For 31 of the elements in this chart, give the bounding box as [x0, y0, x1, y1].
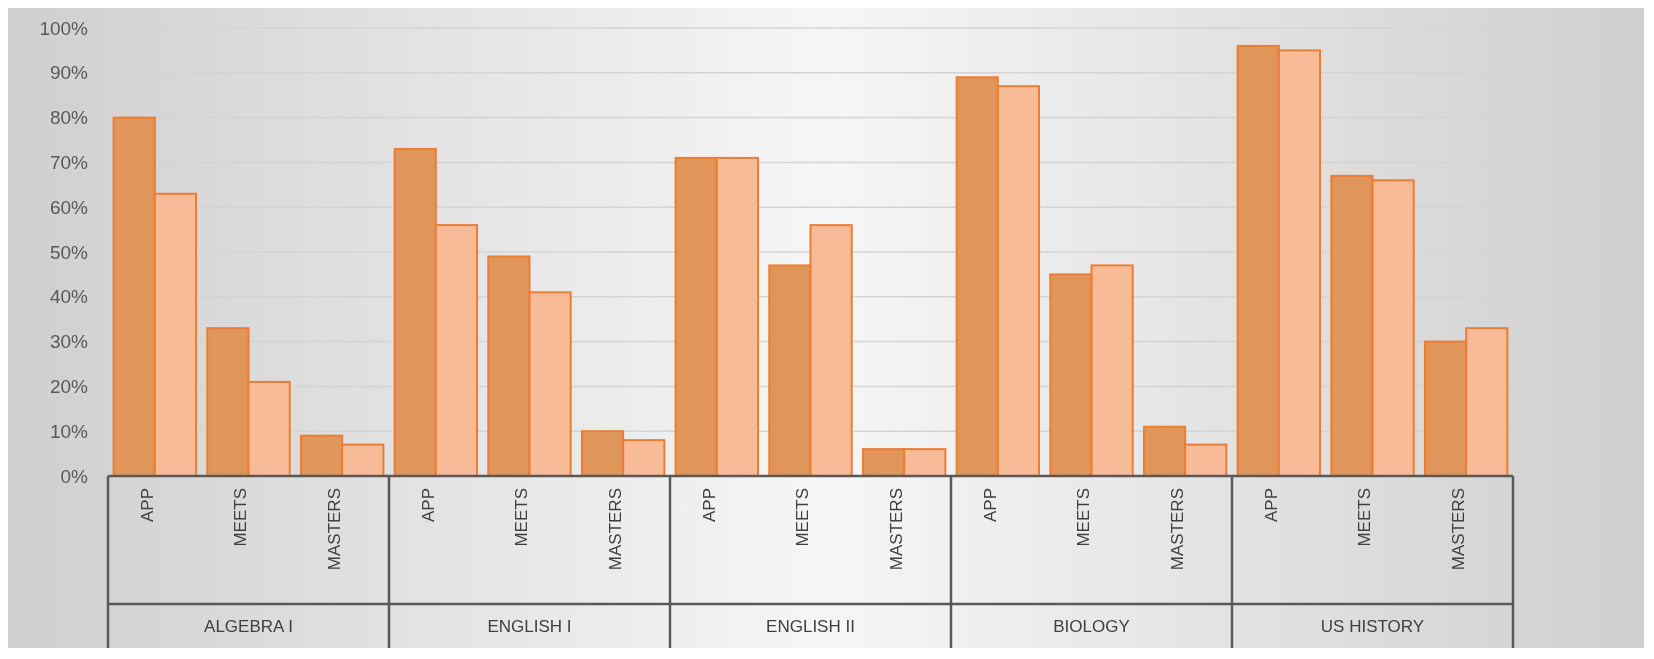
- x-tick-label: MASTERS: [887, 488, 907, 571]
- y-tick-label: 10%: [49, 420, 89, 442]
- text: ENGLISH II: [766, 617, 855, 636]
- text: ALGEBRA I: [204, 617, 293, 636]
- x-tick-label: APP: [1261, 488, 1281, 523]
- text: ENGLISH I: [487, 617, 572, 636]
- x-tick-label: MEETS: [1355, 488, 1375, 547]
- y-tick-label: 50%: [49, 241, 89, 263]
- x-tick-label: MASTERS: [1449, 488, 1469, 571]
- x-tick-label: MEETS: [512, 488, 532, 547]
- x-tick-label: MEETS: [1074, 488, 1094, 547]
- x-tick-label: MEETS: [793, 488, 813, 547]
- y-tick-label: 0%: [60, 465, 89, 487]
- x-tick-label: APP: [137, 488, 157, 523]
- y-tick-label: 40%: [49, 286, 89, 308]
- y-tick-label: 20%: [49, 376, 89, 398]
- x-tick-label: MASTERS: [325, 488, 345, 571]
- text: US HISTORY: [1320, 617, 1425, 636]
- y-tick-label: 100%: [39, 17, 89, 39]
- y-tick-label: 60%: [49, 196, 89, 218]
- x-tick-label: MEETS: [231, 488, 251, 547]
- x-tick-label: MASTERS: [1168, 488, 1188, 571]
- x-tick-label: APP: [699, 488, 719, 523]
- y-tick-label: 70%: [49, 152, 89, 174]
- y-tick-label: 30%: [49, 331, 89, 353]
- x-tick-label: MASTERS: [606, 488, 626, 571]
- x-tick-label: APP: [980, 488, 1000, 523]
- x-tick-label: APP: [418, 488, 438, 523]
- y-tick-label: 90%: [49, 62, 89, 84]
- text: BIOLOGY: [1053, 617, 1130, 636]
- y-tick-label: 80%: [49, 107, 89, 129]
